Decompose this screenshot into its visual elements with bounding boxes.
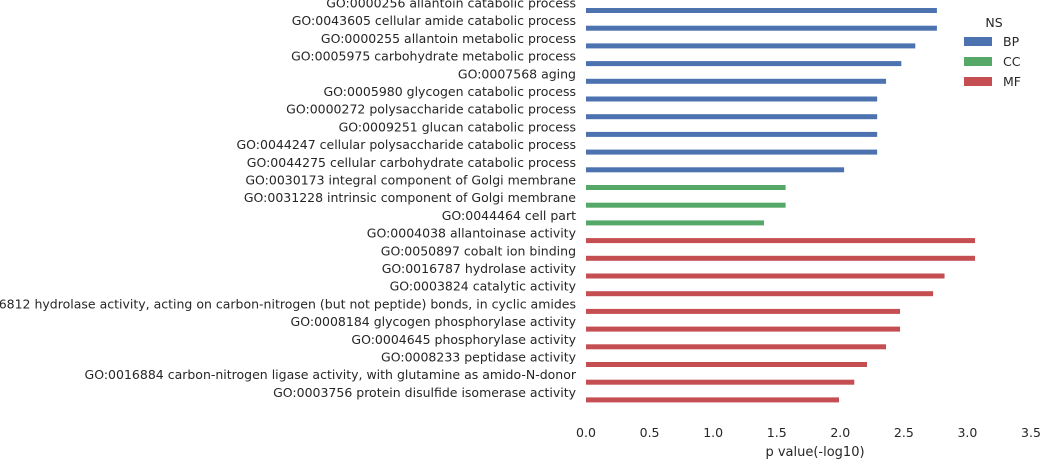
category-label: GO:0000256 allantoin catabolic process [326, 0, 576, 11]
bar-bp [586, 131, 878, 137]
bar-bp [586, 96, 878, 102]
category-label: GO:0016812 hydrolase activity, acting on… [0, 296, 576, 311]
legend-label-cc: CC [1003, 54, 1021, 69]
bar-bp [586, 43, 916, 49]
legend-title: NS [985, 15, 1002, 30]
bar-mf [586, 379, 855, 385]
category-label: GO:0044464 cell part [442, 208, 576, 223]
x-tick-label: 3.5 [1021, 425, 1041, 440]
bar-bp [586, 114, 878, 120]
category-label: GO:0016787 hydrolase activity [382, 261, 577, 276]
bar-bp [586, 25, 937, 31]
legend-entries: BP CC MF [964, 34, 1021, 89]
category-labels: GO:0000256 allantoin catabolic process GO… [0, 0, 577, 400]
x-axis-ticks: 0.0 0.5 1.0 1.5 2.0 2.5 3.0 3.5 [576, 425, 1041, 440]
category-label: GO:0030173 integral component of Golgi m… [245, 173, 576, 188]
category-label: GO:0009251 glucan catabolic process [339, 119, 576, 134]
x-tick-label: 2.5 [894, 425, 914, 440]
x-tick-label: 1.5 [767, 425, 787, 440]
category-label: GO:0004645 phosphorylase activity [351, 332, 576, 347]
x-tick-label: 0.5 [640, 425, 660, 440]
category-label: GO:0000272 polysaccharide catabolic proc… [286, 102, 576, 117]
bar-bp [586, 61, 902, 67]
category-label: GO:0008184 glycogen phosphorylase activi… [291, 314, 577, 329]
category-label: GO:0044275 cellular carbohydrate catabol… [247, 155, 576, 170]
bar-bp [586, 167, 845, 173]
category-label: GO:0004038 allantoinase activity [367, 226, 577, 241]
x-tick-label: 0.0 [576, 425, 596, 440]
legend-label-bp: BP [1003, 34, 1020, 49]
category-label: GO:0005980 glycogen catabolic process [323, 84, 576, 99]
bar-mf [586, 397, 840, 403]
legend-swatch-mf [964, 77, 992, 86]
x-tick-label: 2.0 [830, 425, 850, 440]
category-label: GO:0008233 peptidase activity [381, 350, 577, 365]
category-label: GO:0003756 protein disulfide isomerase a… [273, 385, 577, 400]
x-tick-label: 1.0 [703, 425, 723, 440]
category-label: GO:0016884 carbon-nitrogen ligase activi… [85, 367, 577, 382]
bar-cc [586, 220, 764, 226]
legend-label-mf: MF [1003, 74, 1021, 89]
legend-swatch-cc [964, 57, 992, 66]
x-tick-label: 3.0 [957, 425, 977, 440]
bar-cc [586, 202, 786, 208]
legend: NS BP CC MF [964, 15, 1021, 89]
category-label: GO:0000255 allantoin metabolic process [321, 31, 576, 46]
bar-cc [586, 185, 786, 190]
category-label: GO:0031228 intrinsic component of Golgi … [244, 190, 576, 205]
category-label: GO:0043605 cellular amide catabolic proc… [292, 13, 576, 28]
bar-mf [586, 273, 945, 279]
bars-layer [586, 8, 976, 403]
category-label: GO:0005975 carbohydrate metabolic proces… [291, 49, 576, 64]
bar-bp [586, 149, 878, 155]
bar-mf [586, 362, 867, 367]
bar-mf [586, 255, 976, 261]
bar-mf [586, 326, 901, 332]
category-label: GO:0050897 cobalt ion binding [381, 243, 576, 258]
category-label: GO:0003824 catalytic activity [390, 279, 577, 294]
bar-bp [586, 8, 937, 13]
legend-swatch-bp [964, 37, 992, 46]
bar-bp [586, 78, 887, 84]
bar-mf [586, 238, 976, 244]
category-label: GO:0007568 aging [458, 66, 576, 81]
x-axis-title: p value(-log10) [765, 445, 864, 460]
bar-mf [586, 308, 901, 314]
bar-mf [586, 344, 887, 350]
category-label: GO:0044247 cellular polysaccharide catab… [236, 137, 576, 152]
bar-mf [586, 291, 934, 297]
